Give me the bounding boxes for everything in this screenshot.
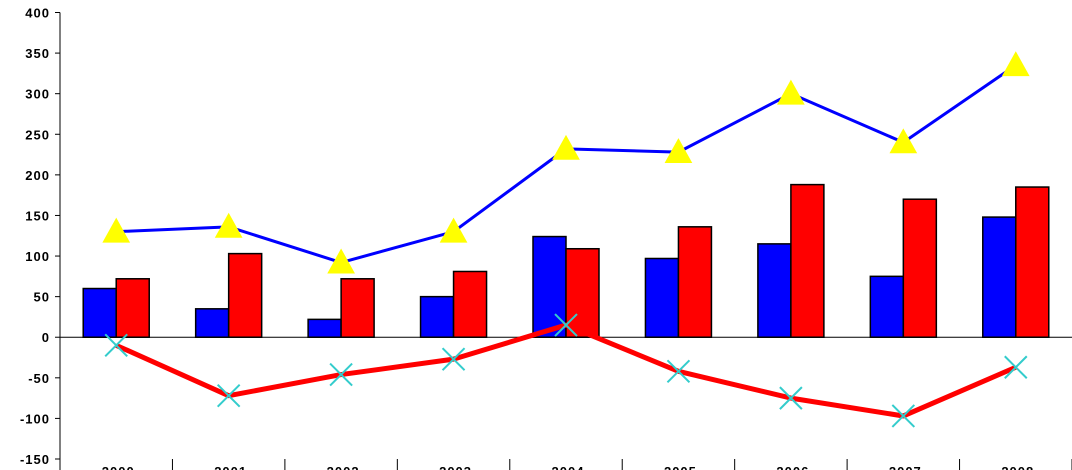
bar-blue <box>644 257 680 338</box>
triangle-marker <box>102 217 131 243</box>
x-tick-label: 2000 <box>102 464 135 470</box>
red-line <box>115 322 1017 419</box>
bar-blue <box>307 318 342 338</box>
x-marker-stroke <box>666 359 691 384</box>
triangle-marker <box>664 138 693 164</box>
bar-red <box>677 226 713 338</box>
bar-series <box>82 183 1050 338</box>
y-tick-label: 150 <box>25 208 50 223</box>
bar-red <box>115 278 150 338</box>
triangle-marker <box>1001 51 1030 77</box>
triangle-marker <box>777 79 805 105</box>
x-tick-label: 2006 <box>776 464 809 470</box>
y-tick-label: 250 <box>25 127 50 142</box>
y-tick-label: -150 <box>20 452 50 467</box>
x-marker-stroke <box>441 347 466 371</box>
bar-red <box>1015 186 1050 338</box>
x-marker <box>104 333 128 358</box>
x-marker-stroke <box>216 383 241 408</box>
y-tick-label: 100 <box>25 249 50 264</box>
bar-blue <box>419 295 455 338</box>
x-marker <box>554 313 578 337</box>
triangle-marker <box>327 248 355 274</box>
bar-red <box>565 247 600 338</box>
y-axis: 400 350 300 250 200 150 100 50 0 -50 -100 -150 <box>20 6 61 467</box>
x-marker-stroke <box>1004 355 1028 379</box>
triangle-marker <box>552 134 580 160</box>
x-marker <box>1004 355 1028 379</box>
bar-blue <box>82 287 117 338</box>
bar-red <box>790 183 825 338</box>
x-tick-label: 2002 <box>327 464 360 470</box>
x-marker <box>441 347 466 371</box>
x-marker-stroke <box>329 362 353 387</box>
x-marker <box>891 404 916 428</box>
x-marker-stroke <box>891 404 916 428</box>
x-marker-stroke <box>779 386 803 410</box>
triangle-marker <box>889 128 918 154</box>
blue-line <box>116 64 1017 265</box>
bar-red <box>452 270 488 338</box>
x-marker <box>666 359 691 384</box>
y-tick-label: -50 <box>28 371 50 386</box>
y-tick-label: 350 <box>25 46 50 61</box>
x-marker <box>216 383 241 408</box>
y-tick-label: 0 <box>42 330 50 345</box>
x-tick-label: 2008 <box>1001 464 1034 470</box>
bar-blue <box>982 216 1017 338</box>
bar-red <box>227 252 263 338</box>
x-marker <box>779 386 803 410</box>
bar-blue <box>869 275 905 338</box>
triangle-marker <box>214 212 243 238</box>
y-tick-label: 200 <box>25 168 50 183</box>
bar-red <box>902 198 938 338</box>
bar-blue <box>532 235 567 338</box>
x-tick-label: 2005 <box>664 464 697 470</box>
x-tick-label: 2004 <box>552 464 585 470</box>
y-tick-label: 400 <box>25 6 50 21</box>
x-tick-label: 2007 <box>889 464 922 470</box>
line-markers <box>102 51 1030 428</box>
triangle-marker <box>439 217 468 243</box>
y-tick-label: 300 <box>25 87 50 102</box>
bar-red <box>340 278 375 338</box>
bar-blue <box>757 243 792 338</box>
y-tick-label: -100 <box>20 411 50 426</box>
x-marker-stroke <box>554 313 578 337</box>
x-marker-stroke <box>104 333 128 358</box>
x-marker <box>329 362 353 387</box>
y-tick-label: 50 <box>34 290 50 305</box>
bar-blue <box>194 308 230 338</box>
x-tick-label: 2003 <box>439 464 472 470</box>
